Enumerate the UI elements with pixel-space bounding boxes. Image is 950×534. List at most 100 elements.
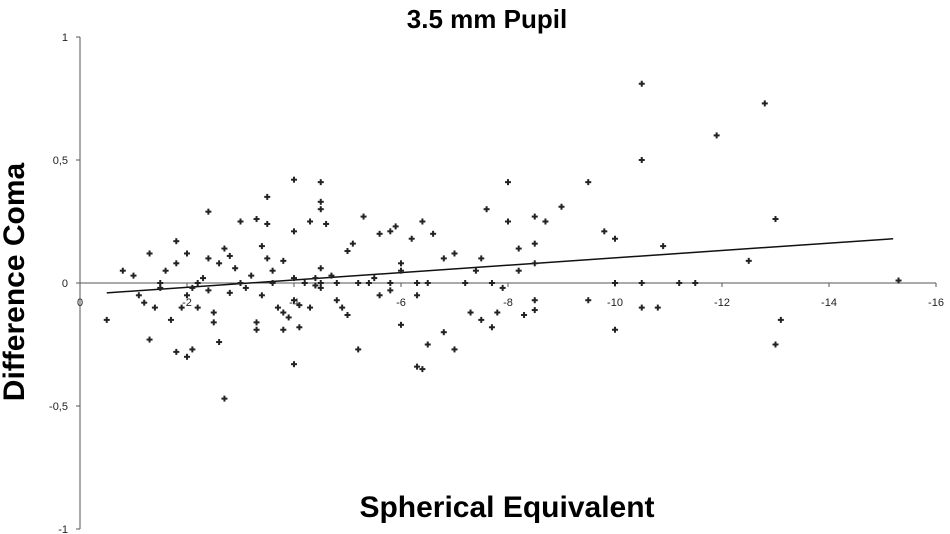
data-point	[772, 216, 779, 223]
data-point	[291, 275, 297, 282]
data-point	[531, 307, 538, 314]
data-point	[531, 260, 538, 267]
y-tick-label: 0,5	[53, 155, 68, 167]
data-point	[167, 316, 174, 323]
data-point	[237, 280, 244, 286]
chart-title: 3.5 mm Pupil	[407, 4, 567, 34]
data-point	[355, 280, 362, 286]
data-points	[103, 80, 902, 402]
data-point	[499, 284, 506, 291]
data-point	[344, 248, 351, 255]
data-point	[638, 80, 645, 87]
data-point	[280, 257, 287, 264]
data-point	[601, 228, 608, 235]
data-point	[424, 341, 431, 348]
data-point	[339, 304, 346, 311]
data-point	[462, 280, 469, 286]
data-point	[398, 321, 404, 328]
data-point	[483, 206, 490, 213]
data-point	[264, 193, 271, 200]
data-point	[398, 267, 404, 274]
data-point	[542, 218, 549, 225]
data-point	[638, 280, 645, 286]
data-point	[638, 157, 645, 163]
data-point	[713, 132, 720, 139]
data-point	[210, 309, 217, 316]
data-point	[269, 267, 276, 274]
data-point	[312, 275, 319, 282]
data-point	[692, 280, 699, 286]
data-point	[151, 304, 158, 311]
data-point	[221, 395, 228, 402]
data-point	[301, 280, 308, 286]
data-point	[200, 275, 207, 282]
data-point	[103, 316, 110, 323]
data-point	[173, 260, 180, 267]
data-point	[173, 348, 180, 355]
data-point	[777, 316, 784, 323]
data-point	[194, 304, 201, 311]
data-point	[472, 267, 479, 274]
x-tick-label: -14	[821, 297, 837, 309]
data-point	[221, 245, 228, 252]
data-point	[232, 265, 239, 272]
data-point	[398, 260, 404, 267]
data-point	[184, 250, 190, 257]
data-point	[216, 339, 223, 346]
data-point	[612, 326, 618, 333]
data-point	[440, 329, 447, 336]
data-point	[654, 304, 661, 311]
data-point	[216, 260, 223, 267]
data-point	[296, 324, 303, 331]
x-tick-label: -8	[503, 297, 513, 309]
data-point	[317, 206, 324, 213]
y-tick-label: 1	[62, 32, 68, 44]
data-point	[505, 218, 511, 225]
data-point	[515, 245, 522, 252]
data-point	[269, 280, 276, 286]
data-point	[184, 353, 190, 360]
data-point	[478, 255, 485, 262]
data-point	[141, 299, 148, 306]
data-point	[157, 284, 164, 291]
data-point	[505, 179, 511, 186]
data-point	[173, 238, 180, 245]
data-point	[280, 309, 287, 316]
data-point	[205, 255, 212, 262]
data-point	[585, 297, 592, 304]
data-point	[194, 280, 201, 286]
data-point	[178, 304, 185, 311]
data-point	[130, 272, 137, 279]
data-point	[387, 287, 394, 294]
data-point	[612, 235, 618, 242]
x-tick-label: -10	[607, 297, 623, 309]
data-point	[515, 267, 522, 274]
x-tick-label: -2	[182, 297, 192, 309]
data-point	[424, 280, 431, 286]
data-point	[162, 267, 169, 274]
data-point	[317, 284, 324, 291]
y-tick-label: -0,5	[49, 401, 68, 413]
data-point	[317, 198, 324, 205]
data-point	[376, 292, 383, 299]
data-point	[660, 243, 667, 250]
data-point	[333, 280, 340, 286]
data-point	[291, 176, 297, 183]
data-point	[280, 326, 287, 333]
data-point	[467, 309, 474, 316]
data-point	[328, 272, 335, 279]
data-point	[376, 230, 383, 237]
data-point	[291, 361, 297, 368]
data-point	[146, 250, 153, 257]
data-point	[333, 297, 340, 304]
data-point	[296, 302, 303, 309]
data-point	[451, 250, 458, 257]
x-tick-label: 0	[77, 297, 83, 309]
x-axis-label: Spherical Equivalent	[359, 491, 654, 524]
data-point	[264, 220, 271, 227]
data-point	[291, 228, 297, 235]
data-point	[258, 243, 265, 250]
data-point	[258, 292, 265, 299]
data-point	[146, 336, 153, 343]
data-point	[676, 280, 683, 286]
